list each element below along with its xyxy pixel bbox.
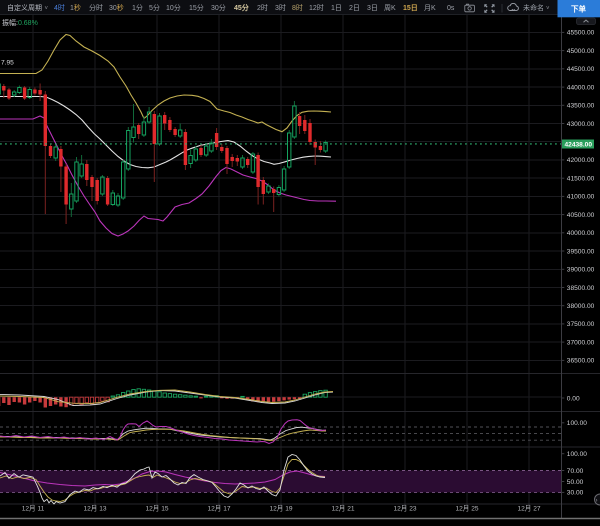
svg-text:1日: 1日 bbox=[331, 4, 342, 12]
svg-text:44500.00: 44500.00 bbox=[567, 66, 595, 73]
svg-text:30.00: 30.00 bbox=[567, 490, 584, 497]
svg-text:42000.00: 42000.00 bbox=[567, 157, 595, 164]
svg-text:1秒: 1秒 bbox=[70, 3, 81, 12]
svg-text:41000.00: 41000.00 bbox=[567, 194, 595, 201]
svg-text:70.00: 70.00 bbox=[567, 468, 584, 475]
svg-text:43500.00: 43500.00 bbox=[567, 103, 595, 110]
svg-text:12时: 12时 bbox=[309, 3, 324, 12]
svg-text:˅: ˅ bbox=[546, 6, 550, 12]
svg-text:15分: 15分 bbox=[189, 3, 204, 12]
svg-text:30秒: 30秒 bbox=[109, 3, 124, 12]
svg-text:2日: 2日 bbox=[349, 4, 360, 12]
svg-text:3日: 3日 bbox=[367, 4, 378, 12]
svg-text:›: › bbox=[596, 498, 598, 504]
svg-text:7.95: 7.95 bbox=[1, 60, 14, 67]
svg-text:42438.00: 42438.00 bbox=[565, 141, 593, 148]
svg-text:0.00: 0.00 bbox=[567, 395, 580, 402]
svg-text:分时: 分时 bbox=[89, 3, 103, 12]
svg-text:˅: ˅ bbox=[45, 6, 49, 12]
svg-text:36500.00: 36500.00 bbox=[567, 358, 595, 365]
svg-text:43000.00: 43000.00 bbox=[567, 121, 595, 128]
svg-text:100.00: 100.00 bbox=[567, 451, 588, 458]
svg-text:4时: 4时 bbox=[54, 3, 65, 12]
svg-text:30分: 30分 bbox=[211, 3, 226, 12]
svg-text:45500.00: 45500.00 bbox=[567, 30, 595, 37]
svg-text:40000.00: 40000.00 bbox=[567, 230, 595, 237]
svg-text:39000.00: 39000.00 bbox=[567, 267, 595, 274]
svg-text:44000.00: 44000.00 bbox=[567, 84, 595, 91]
svg-text:下单: 下单 bbox=[571, 4, 586, 14]
svg-text:37500.00: 37500.00 bbox=[567, 321, 595, 328]
svg-text:3时: 3时 bbox=[275, 3, 286, 12]
svg-text:1分: 1分 bbox=[132, 3, 143, 12]
svg-text:5分: 5分 bbox=[149, 3, 160, 12]
svg-text:15日: 15日 bbox=[403, 4, 418, 12]
svg-text:41500.00: 41500.00 bbox=[567, 176, 595, 183]
svg-text:10分: 10分 bbox=[166, 3, 181, 12]
svg-text:38500.00: 38500.00 bbox=[567, 285, 595, 292]
svg-text:45000.00: 45000.00 bbox=[567, 48, 595, 55]
svg-text:40500.00: 40500.00 bbox=[567, 212, 595, 219]
svg-text:45分: 45分 bbox=[234, 3, 249, 12]
svg-text:未命名: 未命名 bbox=[523, 3, 544, 12]
svg-text:39500.00: 39500.00 bbox=[567, 248, 595, 255]
svg-text:37000.00: 37000.00 bbox=[567, 339, 595, 346]
svg-text:振幅:0.68%: 振幅:0.68% bbox=[2, 18, 38, 27]
svg-text:38000.00: 38000.00 bbox=[567, 303, 595, 310]
svg-text:100.00: 100.00 bbox=[567, 420, 588, 427]
svg-text:自定义周期: 自定义周期 bbox=[7, 3, 42, 12]
svg-text:周K: 周K bbox=[384, 4, 396, 12]
svg-text:月K: 月K bbox=[424, 4, 436, 12]
svg-text:0s: 0s bbox=[447, 5, 455, 12]
svg-text:50.00: 50.00 bbox=[567, 479, 584, 486]
svg-text:2时: 2时 bbox=[257, 3, 268, 12]
svg-text:8时: 8时 bbox=[292, 3, 303, 12]
